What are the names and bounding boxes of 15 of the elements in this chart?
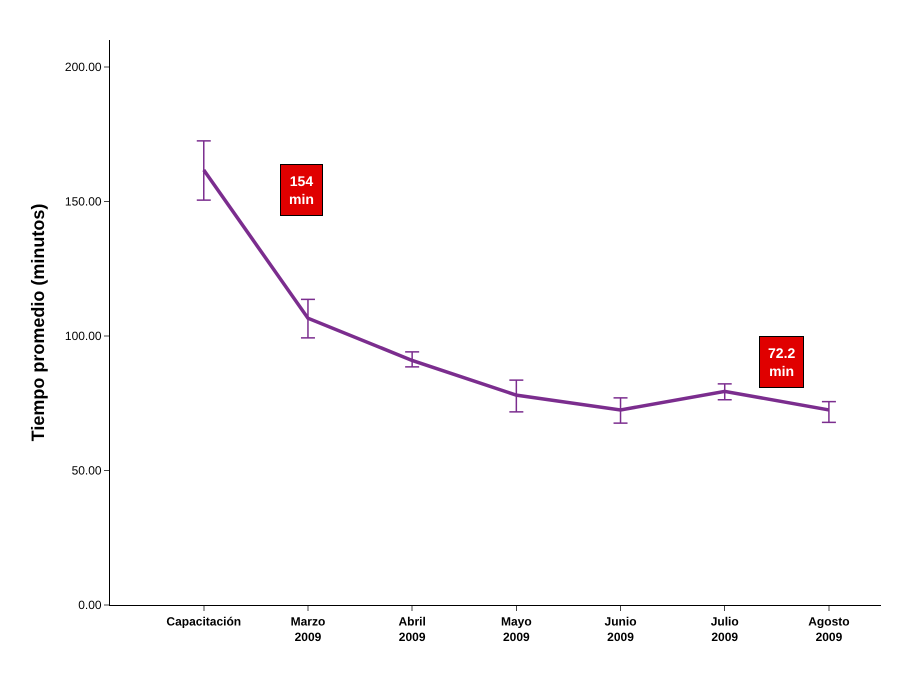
y-axis-title: Tiempo promedio (minutos) (28, 204, 48, 442)
x-tick-label: Junio 2009 (604, 614, 637, 644)
x-tick-label: Capacitación (166, 614, 242, 628)
x-tick-label: Agosto 2009 (808, 614, 850, 644)
y-tick-label: 200.00 (64, 60, 102, 74)
x-tick-label: Julio 2009 (710, 614, 739, 644)
x-tick-label: Marzo 2009 (290, 614, 326, 644)
y-tick-label: 50.00 (72, 464, 102, 478)
y-tick-label: 0.00 (78, 598, 102, 612)
y-tick-label: 100.00 (64, 329, 102, 344)
annotation: 72.2 min (768, 345, 796, 380)
annotation: 154 min (289, 173, 314, 208)
x-tick-label: Mayo 2009 (500, 614, 532, 644)
x-tick-label: Abril 2009 (398, 614, 426, 644)
y-tick-label: 150.00 (64, 194, 102, 209)
